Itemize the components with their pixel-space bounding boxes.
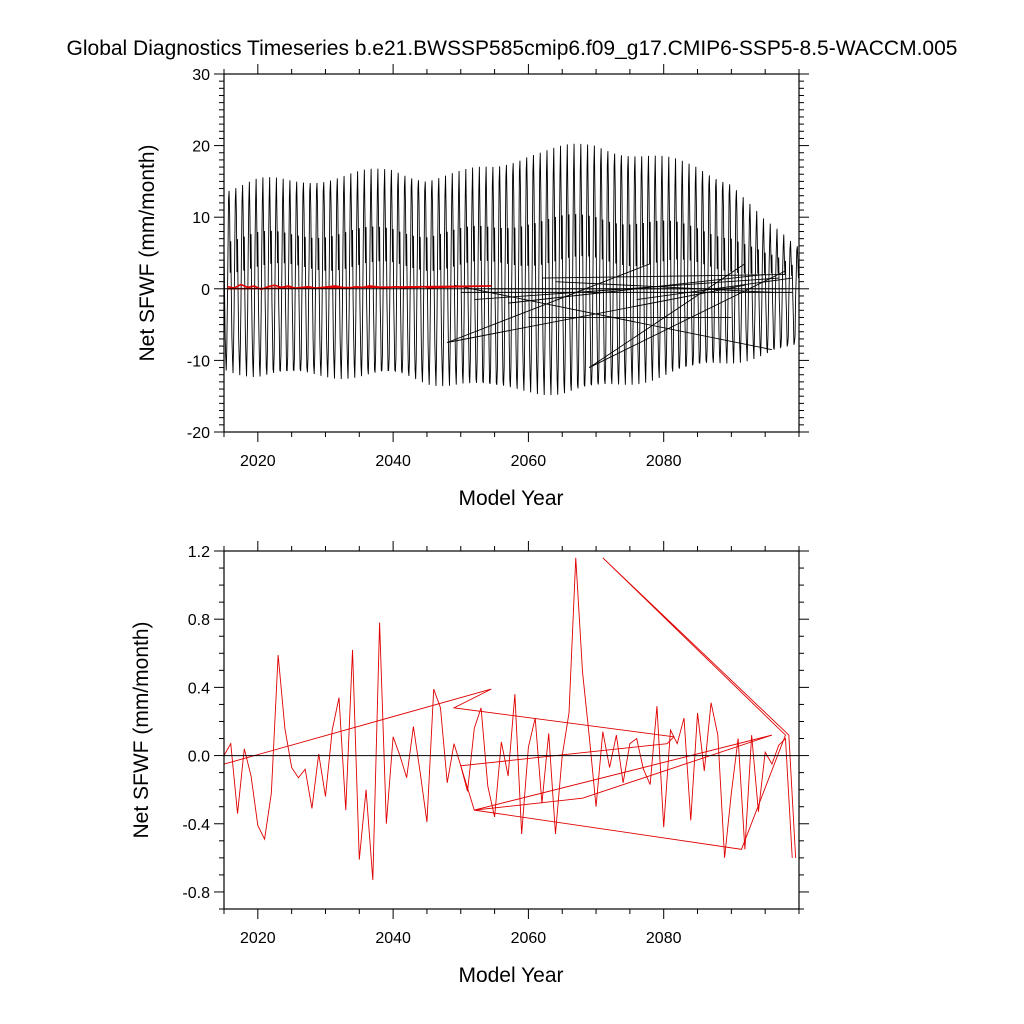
bottom-axis-ticks: 2020 2040 2060 2080 -0.8 -0.4 0.0 0.4 0.8 1.2	[182, 541, 809, 947]
top-y-tick-label: -10	[187, 353, 210, 370]
bottom-x-tick-label: 2040	[375, 930, 411, 947]
chart-title: Global Diagnostics Timeseries b.e21.BWSS…	[67, 37, 958, 60]
bottom-y-tick-label: 0.4	[188, 680, 210, 697]
panel-monthly-and-annual: 2020 2040 2060 2080 -20 -10 0 10 20 30 Model Year…	[136, 64, 809, 510]
bottom-plot-area	[224, 557, 799, 881]
bottom-y-tick-label: 0.0	[188, 749, 210, 766]
bottom-y-tick-label: 1.2	[188, 544, 210, 561]
bottom-y-axis-title: Net SFWF (mm/month)	[130, 621, 153, 838]
top-monthly-series-line	[224, 143, 799, 396]
top-y-tick-label: -20	[187, 425, 210, 442]
top-plot-area	[224, 143, 799, 396]
bottom-series-1-line	[224, 557, 797, 858]
bottom-x-tick-label: 2060	[511, 930, 547, 947]
top-monthly-segment-7	[541, 274, 786, 279]
top-x-tick-label: 2060	[511, 453, 547, 470]
top-monthly-segment-8	[589, 263, 746, 368]
bottom-x-axis-title: Model Year	[458, 964, 563, 987]
bottom-y-tick-label: 0.8	[188, 612, 210, 629]
top-y-tick-label: 10	[192, 210, 210, 227]
top-y-axis-title: Net SFWF (mm/month)	[136, 144, 159, 361]
bottom-plot-frame	[223, 550, 800, 910]
top-y-tick-label: 30	[192, 67, 210, 84]
bottom-x-tick-label: 2080	[646, 930, 682, 947]
top-axis-ticks: 2020 2040 2060 2080 -20 -10 0 10 20 30	[187, 64, 809, 470]
panel-annual: 2020 2040 2060 2080 -0.8 -0.4 0.0 0.4 0.8 1.2 Mod…	[130, 541, 809, 987]
bottom-y-tick-label: -0.8	[182, 885, 210, 902]
top-y-tick-label: 20	[192, 139, 210, 156]
top-x-tick-label: 2080	[646, 453, 682, 470]
top-monthly-segment-9	[589, 270, 786, 368]
bottom-series-0-line	[224, 557, 793, 881]
top-monthly-segment-12	[555, 281, 772, 293]
top-plot-frame	[223, 73, 800, 433]
top-series-1-line	[227, 283, 492, 291]
top-x-axis-title: Model Year	[458, 487, 563, 510]
bottom-y-tick-label: -0.4	[182, 817, 210, 834]
top-x-tick-label: 2020	[240, 453, 276, 470]
top-x-tick-label: 2040	[375, 453, 411, 470]
bottom-x-tick-label: 2020	[240, 930, 276, 947]
top-y-tick-label: 0	[201, 282, 210, 299]
